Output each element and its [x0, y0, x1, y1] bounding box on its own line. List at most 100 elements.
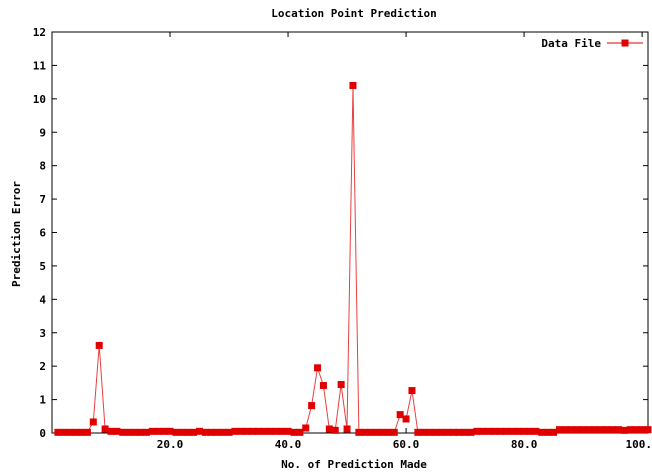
data-point	[101, 425, 109, 433]
data-point	[408, 387, 416, 395]
data-point	[184, 428, 192, 436]
data-point	[331, 426, 339, 434]
data-point	[72, 428, 80, 436]
data-point	[190, 428, 198, 436]
series-layer	[54, 81, 652, 436]
data-point	[302, 424, 310, 432]
data-point	[207, 428, 215, 436]
data-point	[591, 426, 599, 434]
y-axis-label: Prediction Error	[10, 181, 23, 287]
data-point	[107, 427, 115, 435]
data-point	[432, 428, 440, 436]
x-tick-label: 40.0	[275, 438, 302, 451]
x-axis: 20.0 40.0 60.0 80.0 100.0	[157, 32, 652, 451]
x-tick-label: 20.0	[157, 438, 184, 451]
y-tick-label: 9	[39, 126, 46, 139]
data-point	[314, 364, 322, 372]
legend-label: Data File	[541, 37, 601, 50]
data-point	[485, 427, 493, 435]
data-point	[384, 428, 392, 436]
data-point	[160, 427, 168, 435]
data-point	[237, 427, 245, 435]
y-tick-label: 12	[33, 26, 46, 39]
data-point	[284, 427, 292, 435]
data-point	[561, 426, 569, 434]
data-point	[172, 428, 180, 436]
data-point	[272, 427, 280, 435]
data-point	[125, 428, 133, 436]
data-point	[550, 428, 558, 436]
y-tick-label: 3	[39, 327, 46, 340]
data-point	[443, 428, 451, 436]
data-point	[449, 428, 457, 436]
data-point	[54, 428, 62, 436]
data-point	[461, 428, 469, 436]
data-point	[414, 428, 422, 436]
data-point	[573, 426, 581, 434]
data-point	[555, 426, 563, 434]
data-point	[538, 428, 546, 436]
data-point	[119, 428, 127, 436]
data-point	[325, 425, 333, 433]
data-point	[95, 341, 103, 349]
data-point	[137, 428, 145, 436]
y-tick-label: 11	[33, 59, 47, 72]
y-tick-label: 2	[39, 360, 46, 373]
y-tick-label: 0	[39, 427, 46, 440]
data-point	[378, 428, 386, 436]
data-point	[496, 427, 504, 435]
data-point	[502, 427, 510, 435]
data-point	[437, 428, 445, 436]
data-point	[544, 428, 552, 436]
data-point	[78, 428, 86, 436]
data-point	[249, 427, 257, 435]
y-tick-label: 8	[39, 160, 46, 173]
y-tick-label: 6	[39, 227, 46, 240]
data-point	[243, 427, 251, 435]
data-point	[355, 428, 363, 436]
data-point	[467, 428, 475, 436]
data-point	[337, 381, 345, 389]
data-point	[567, 426, 575, 434]
data-point	[420, 428, 428, 436]
data-point	[225, 428, 233, 436]
data-point	[290, 428, 298, 436]
data-point	[308, 402, 316, 410]
legend-marker	[621, 39, 629, 47]
data-point	[201, 428, 209, 436]
chart-title: Location Point Prediction	[271, 7, 437, 20]
data-point	[455, 428, 463, 436]
data-point	[367, 428, 375, 436]
data-point	[196, 427, 204, 435]
data-point	[296, 428, 304, 436]
data-point	[266, 427, 274, 435]
data-point	[343, 425, 351, 433]
data-point	[131, 428, 139, 436]
data-point	[479, 427, 487, 435]
data-point	[60, 428, 68, 436]
data-point	[349, 81, 357, 89]
y-tick-label: 10	[33, 93, 46, 106]
data-point	[154, 427, 162, 435]
data-point	[113, 427, 121, 435]
data-point	[148, 427, 156, 435]
data-point	[319, 382, 327, 390]
data-point	[213, 428, 221, 436]
data-point	[219, 428, 227, 436]
data-point	[638, 426, 646, 434]
data-point	[361, 428, 369, 436]
data-point	[626, 426, 634, 434]
y-tick-label: 1	[39, 394, 46, 407]
y-tick-label: 4	[39, 293, 46, 306]
data-point	[390, 428, 398, 436]
data-point	[644, 426, 652, 434]
data-point	[620, 426, 628, 434]
data-point	[526, 427, 534, 435]
series-line	[57, 85, 648, 433]
y-tick-label: 5	[39, 260, 46, 273]
data-point	[66, 428, 74, 436]
x-tick-label: 80.0	[511, 438, 538, 451]
data-point	[603, 426, 611, 434]
